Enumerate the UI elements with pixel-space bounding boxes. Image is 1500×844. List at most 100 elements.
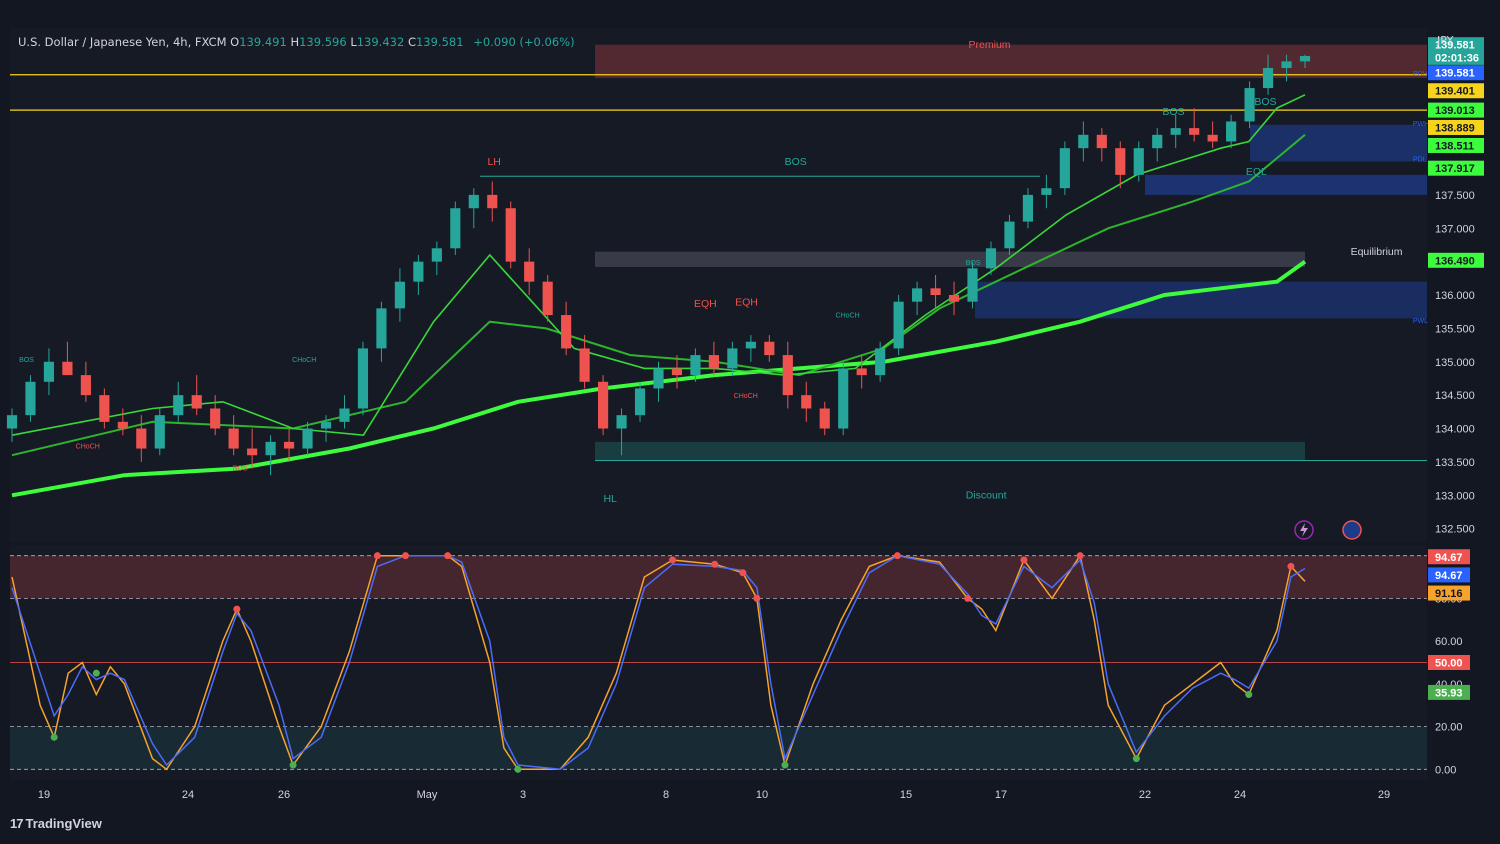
lightning-icon: [1294, 520, 1314, 540]
annotation-label: PWH: [1413, 121, 1429, 128]
candle-body: [948, 295, 960, 302]
currency-label: JPY: [1437, 34, 1454, 47]
price-label-text: 137.917: [1435, 163, 1475, 175]
candle-body: [616, 415, 627, 429]
us-flag-icon: [1342, 520, 1362, 540]
cross-marker: [739, 569, 747, 577]
demand-zone-3: [1250, 124, 1427, 162]
close-value: 139.581: [415, 35, 464, 49]
candle-body: [967, 268, 978, 302]
candle-body: [893, 301, 904, 349]
annotation-label: HL: [603, 493, 617, 505]
symbol-header: U.S. Dollar / Japanese Yen, 4h, FXCM O13…: [18, 35, 575, 49]
annotation-label: BOS: [785, 156, 807, 168]
time-tick-label: 10: [756, 789, 768, 801]
candle-body: [210, 408, 221, 429]
candle-body: [320, 421, 332, 429]
tradingview-brand[interactable]: 17 TradingView: [10, 816, 102, 831]
annotation-label: CHoCH: [76, 444, 100, 451]
open-value: 139.491: [239, 35, 287, 49]
annotation-label: CHoCH: [734, 393, 758, 400]
oscillator-label-text: 91.16: [1435, 588, 1463, 600]
candle-body: [1096, 134, 1107, 149]
time-tick-label: 26: [278, 789, 290, 801]
oscillator-label-box: [1428, 655, 1470, 670]
zones-layer: [10, 44, 1427, 462]
annotation-label: Premium: [969, 39, 1011, 51]
annotation-label: BOS: [1254, 96, 1276, 108]
price-label-text: 136.490: [1435, 255, 1475, 267]
price-tick-label: 137.500: [1435, 190, 1475, 202]
candle-body: [265, 441, 276, 456]
cross-marker: [373, 552, 381, 560]
candle-body: [99, 395, 110, 422]
cross-marker: [1132, 755, 1140, 763]
candle-body: [1115, 148, 1126, 175]
cross-marker: [1020, 556, 1028, 564]
candle-body: [136, 428, 147, 449]
oscillator-tick-label: 60.00: [1435, 636, 1463, 648]
price-label-box: [1428, 102, 1484, 118]
price-label-box: [1428, 65, 1484, 81]
candle-body: [431, 248, 442, 262]
candle-body: [339, 408, 350, 422]
candle-body: [764, 341, 775, 356]
candle-body: [1170, 128, 1181, 135]
candle-body: [1189, 128, 1200, 135]
candle-body: [283, 441, 295, 449]
cross-marker: [444, 552, 452, 560]
price-label-box: [1428, 252, 1484, 268]
price-label-box: [1428, 119, 1484, 135]
candle-body: [561, 315, 572, 349]
annotation-label: PDH: [1413, 71, 1428, 78]
candle-body: [80, 375, 91, 396]
cross-marker: [1245, 691, 1253, 699]
price-tick-label: 135.500: [1435, 323, 1475, 335]
oscillator-label-text: 50.00: [1435, 658, 1463, 670]
price-tick-label: 134.000: [1435, 424, 1475, 436]
candle-body: [6, 415, 18, 429]
oscillator-label-box: [1428, 567, 1470, 583]
candle-body: [1299, 56, 1311, 62]
cross-marker: [893, 552, 901, 560]
annotation-label: EQL: [1246, 166, 1267, 178]
candle-body: [1226, 121, 1237, 142]
time-tick-label: 8: [663, 789, 669, 801]
price-label-text: 139.581: [1435, 68, 1475, 80]
candle-body: [690, 355, 701, 376]
annotation-label: CHoCH: [836, 313, 860, 320]
time-tick-label: 24: [1234, 789, 1246, 801]
demand-zone-2: [1145, 174, 1427, 195]
time-tick-label: 22: [1139, 789, 1151, 801]
candle-body: [43, 361, 55, 382]
open-label: O: [230, 35, 240, 49]
candle-body: [302, 428, 313, 449]
brand-name: TradingView: [25, 816, 102, 831]
price-tick-label: 136.000: [1435, 290, 1475, 302]
time-tick-label: 15: [900, 789, 912, 801]
oscillator-line: [11, 554, 1306, 771]
price-label-box: [1428, 160, 1484, 176]
demand-zone-1: [975, 281, 1427, 319]
candle-body: [653, 368, 664, 389]
candle-body: [1152, 134, 1163, 149]
tradingview-logo-icon: 17: [10, 816, 24, 831]
oscillator-label-text: 35.93: [1435, 687, 1463, 699]
price-label-text: 139.581: [1435, 40, 1475, 52]
price-tick-label: 137.000: [1435, 223, 1475, 235]
annotation-label: Equilibrium: [1351, 246, 1403, 258]
price-label-box: [1428, 37, 1484, 53]
oscillator-label-box: [1428, 585, 1470, 601]
candle-body: [228, 428, 239, 449]
candle-body: [505, 208, 516, 262]
price-label-text: 139.401: [1435, 86, 1475, 98]
candle-body: [782, 355, 793, 396]
annotation-label: BOS: [1162, 106, 1184, 118]
cross-marker: [781, 761, 789, 769]
candle-body: [579, 348, 590, 382]
candle-body: [634, 388, 646, 416]
candle-body: [598, 381, 609, 429]
oversold-band: [10, 726, 1427, 770]
cross-marker: [514, 765, 522, 773]
